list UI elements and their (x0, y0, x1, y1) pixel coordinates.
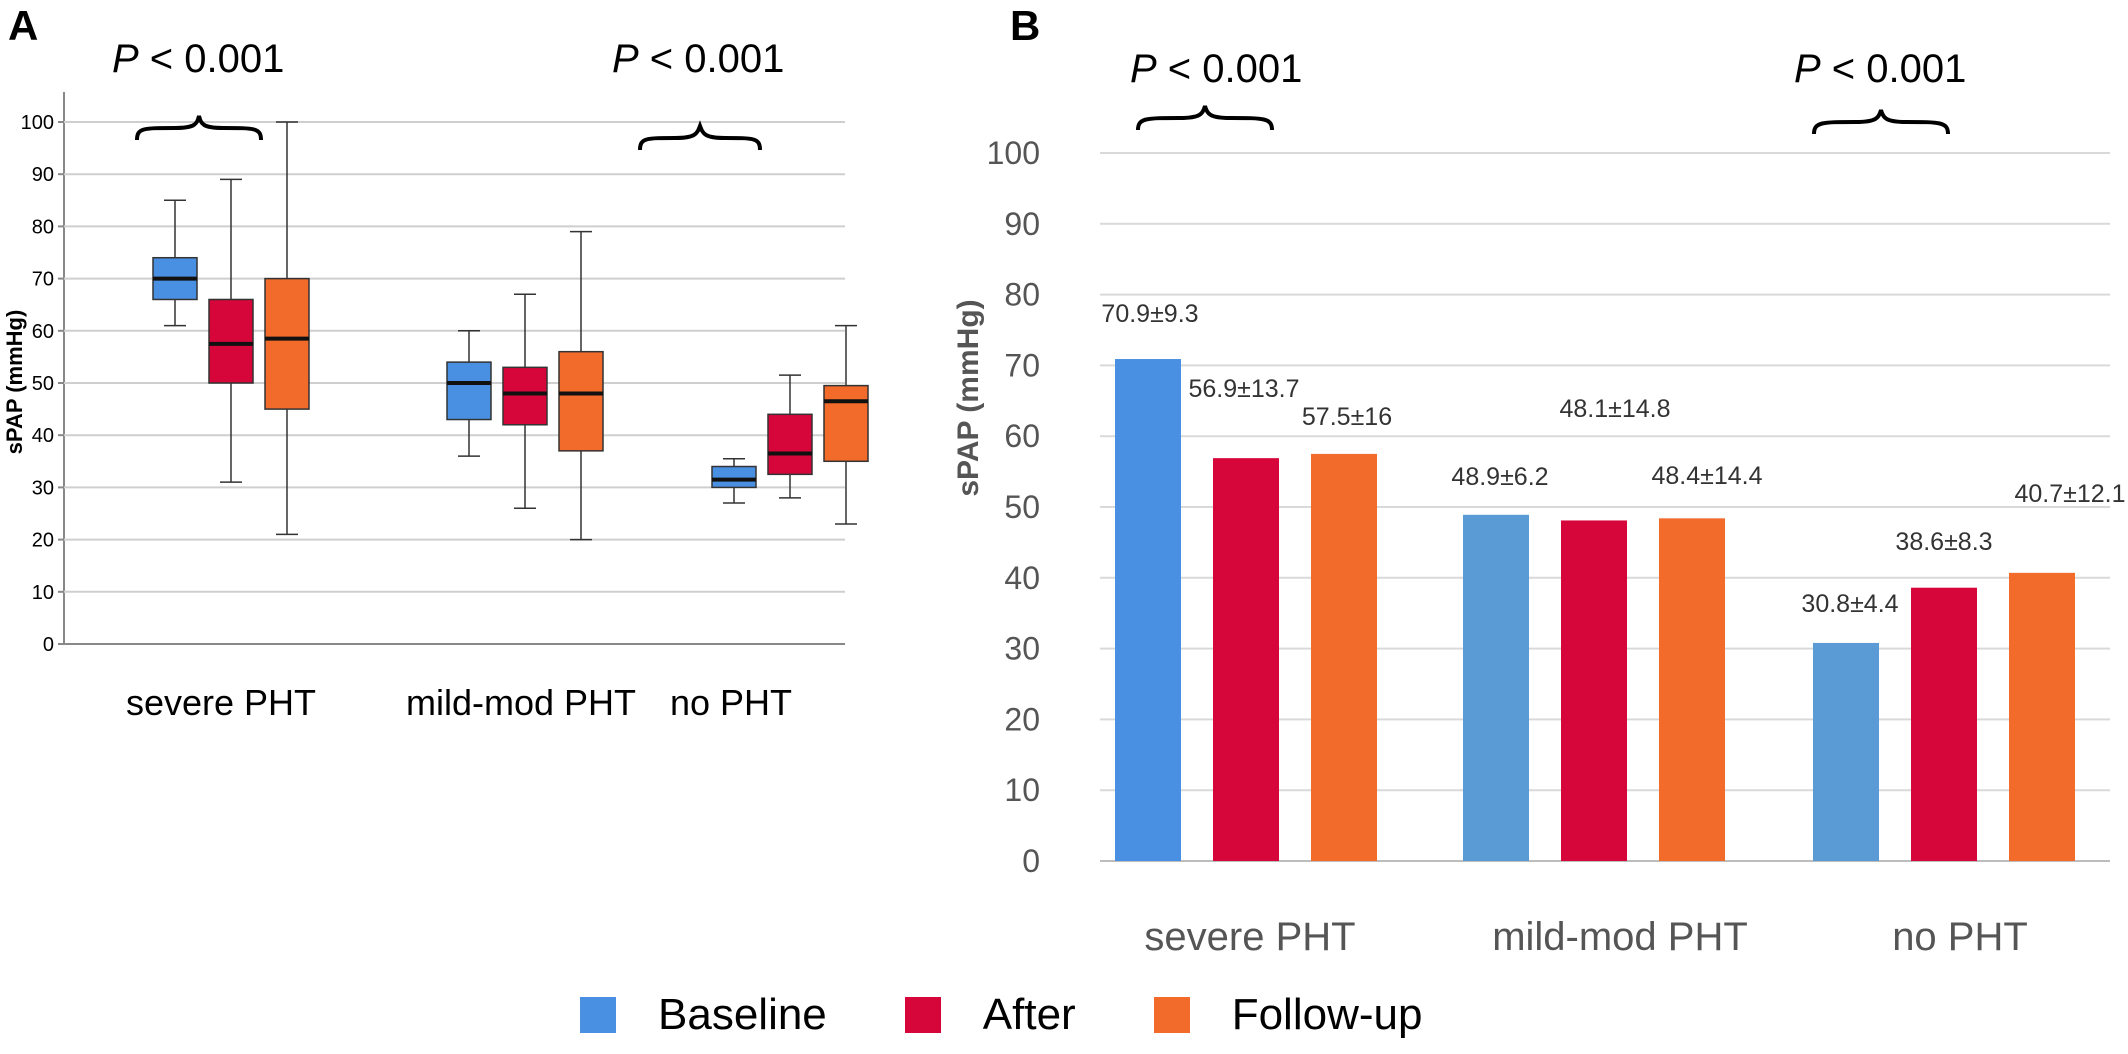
panel-a-box-body (208, 298, 254, 384)
panel-b-data-label: 56.9±13.7 (1188, 375, 1299, 403)
panel-a-box-after (767, 374, 813, 499)
panel-b-y-tick-label: 90 (1004, 206, 1040, 242)
panel-a-y-tick-label: 20 (32, 530, 54, 552)
panel-a-sig-right: P < 0.001 (612, 37, 784, 81)
legend-label-follow-up: Follow-up (1231, 990, 1423, 1039)
panel-a-y-tick-label: 80 (32, 216, 54, 238)
panel-a-box-follow-up (823, 324, 869, 525)
panel-a-box-body (502, 366, 548, 426)
panel-b-sig-right: P < 0.001 (1794, 47, 1966, 91)
panel-a-y-ticks: 0 10 20 30 40 50 60 70 80 90 100 (21, 112, 54, 656)
panel-b-bars (1115, 359, 2075, 861)
panel-b-bar-after (1561, 520, 1627, 861)
panel-a-y-tick-label: 50 (32, 373, 54, 395)
panel-a-ylabel: sPAP (mmHg) (2, 310, 27, 455)
panel-b-categories: severe PHT mild-mod PHT no PHT (1144, 915, 2027, 959)
panel-a-y-tick-label: 60 (32, 321, 54, 343)
panel-b-sig-right-brace (1812, 109, 1950, 135)
legend-label-after: After (982, 990, 1076, 1039)
panel-a-y-tick-label: 100 (21, 112, 54, 134)
panel-b-bar-follow-up (2009, 572, 2075, 861)
panel-b-bar-follow-up (1659, 518, 1725, 861)
panel-a: A sPAP (mmHg) 0 10 20 30 40 50 60 70 80 90 100 sev… (2, 2, 869, 723)
panel-a-y-tick-label: 90 (32, 164, 54, 186)
panel-b-y-tick-label: 30 (1004, 631, 1040, 667)
panel-a-box-follow-up (558, 230, 604, 541)
legend-item-baseline: Baseline (580, 990, 827, 1040)
panel-a-grid (58, 92, 845, 645)
panel-b-data-label: 48.4±14.4 (1651, 462, 1762, 490)
panel-b-sig-left-brace (1136, 105, 1274, 131)
legend: Baseline After Follow-up (580, 990, 1500, 1040)
panel-a-box-baseline (711, 457, 757, 504)
panel-b-bar-follow-up (1311, 453, 1377, 861)
panel-a-box-baseline (152, 199, 198, 327)
panel-a-categories: severe PHT mild-mod PHT no PHT (126, 682, 792, 723)
panel-a-letter: A (8, 2, 38, 49)
panel-a-box-after (208, 178, 254, 483)
panel-a-box-baseline (446, 330, 492, 457)
panel-a-box-body (823, 384, 869, 463)
panel-b-data-label: 30.8±4.4 (1801, 590, 1898, 618)
panel-b-bar-baseline (1813, 642, 1879, 861)
panel-b-y-tick-label: 40 (1004, 560, 1040, 596)
panel-a-box-body (767, 413, 813, 476)
panel-b-y-tick-label: 20 (1004, 701, 1040, 737)
panel-a-y-tick-label: 0 (43, 634, 54, 656)
legend-label-baseline: Baseline (658, 990, 827, 1039)
panel-b-letter: B (1010, 2, 1040, 49)
panel-a-y-tick-label: 10 (32, 582, 54, 604)
panel-a-box-body (446, 361, 492, 421)
panel-a-box-body (711, 465, 757, 489)
legend-swatch-after (904, 997, 941, 1033)
panel-b-y-tick-label: 50 (1004, 489, 1040, 525)
panel-a-category-label: no PHT (670, 682, 792, 723)
panel-b-y-tick-label: 70 (1004, 347, 1040, 383)
legend-swatch-baseline (580, 997, 616, 1033)
panel-b-category-label: mild-mod PHT (1492, 915, 1748, 959)
panel-a-sig-left-brace (135, 115, 263, 141)
panel-b-sig-left: P < 0.001 (1130, 47, 1302, 91)
panel-b-category-label: no PHT (1892, 915, 2028, 959)
panel-a-sig-right-brace (638, 120, 762, 151)
panel-a-y-tick-label: 30 (32, 477, 54, 499)
panel-b: B sPAP (mmHg) 0 10 20 30 40 50 60 70 80 90 100 70.… (952, 2, 2126, 959)
panel-b-y-tick-label: 10 (1004, 772, 1040, 808)
panel-a-box-after (502, 293, 548, 510)
panel-a-box-body (558, 350, 604, 452)
panel-b-y-tick-label: 0 (1022, 843, 1040, 879)
panel-a-y-tick-label: 70 (32, 269, 54, 291)
panel-a-category-label: mild-mod PHT (406, 682, 636, 723)
panel-b-bar-after (1213, 458, 1279, 861)
panel-b-data-label: 48.1±14.8 (1559, 395, 1670, 423)
panel-b-bar-baseline (1115, 359, 1181, 861)
panel-b-bar-baseline (1463, 514, 1529, 861)
panel-b-category-label: severe PHT (1144, 915, 1355, 959)
panel-a-category-label: severe PHT (126, 682, 316, 723)
panel-a-box-follow-up (264, 121, 310, 536)
panel-b-y-tick-label: 60 (1004, 418, 1040, 454)
panel-a-sig-left: P < 0.001 (112, 37, 284, 81)
panel-b-data-label: 57.5±16 (1302, 403, 1392, 431)
panel-b-data-label: 40.7±12.1 (2014, 480, 2125, 508)
panel-a-boxes (152, 121, 869, 541)
panel-b-y-ticks: 0 10 20 30 40 50 60 70 80 90 100 (987, 135, 1040, 879)
panel-b-data-labels: 70.9±9.3 48.9±6.2 30.8±4.4 56.9±13.7 48.1±14… (1101, 300, 2125, 618)
panel-b-y-tick-label: 80 (1004, 277, 1040, 313)
panel-a-y-tick-label: 40 (32, 425, 54, 447)
panel-b-data-label: 70.9±9.3 (1101, 300, 1198, 328)
panel-b-data-label: 38.6±8.3 (1895, 528, 1992, 556)
panel-b-ylabel: sPAP (mmHg) (952, 299, 985, 496)
panel-b-bar-after (1911, 587, 1977, 861)
panel-b-data-label: 48.9±6.2 (1451, 463, 1548, 491)
legend-swatch-follow-up (1153, 997, 1190, 1033)
panel-b-y-tick-label: 100 (987, 135, 1040, 171)
legend-item-follow-up: Follow-up (1153, 990, 1423, 1040)
legend-item-after: After (904, 990, 1076, 1040)
panel-a-box-body (264, 277, 310, 410)
